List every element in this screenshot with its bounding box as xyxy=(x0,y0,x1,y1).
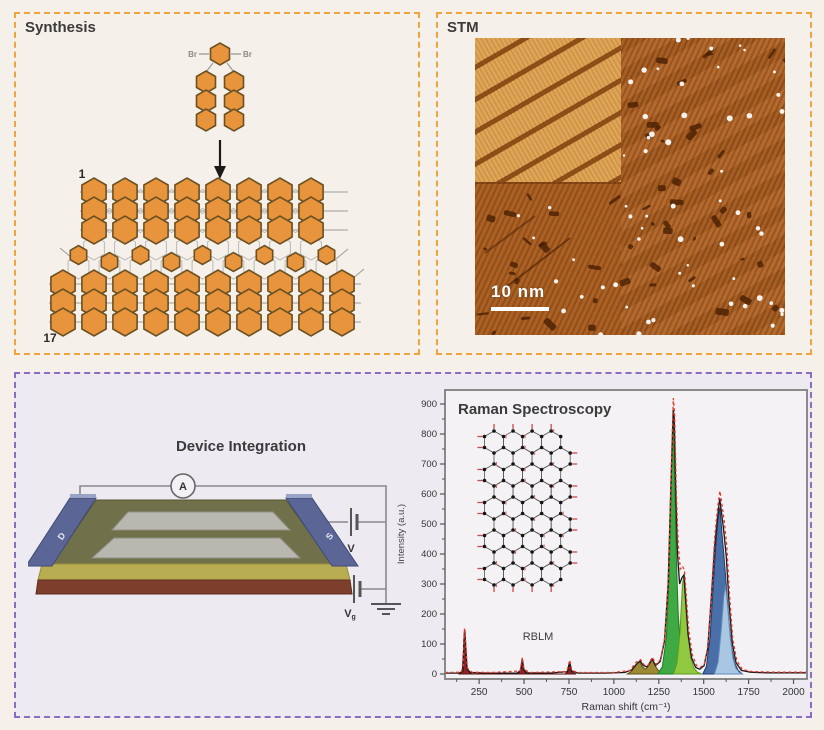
synthesis-panel: Synthesis Br Br 1 17 xyxy=(14,12,420,355)
svg-text:700: 700 xyxy=(421,459,437,470)
g-band-component xyxy=(702,507,744,675)
stm-terrace-region xyxy=(475,38,621,183)
device-raman-panel: Device Integration V Vg A D S 250 500 750 1000 1… xyxy=(14,372,812,718)
svg-text:1: 1 xyxy=(79,167,86,181)
device-schematic: V Vg A D S xyxy=(28,473,401,621)
stm-panel: STM 10 nm xyxy=(436,12,812,355)
svg-text:A: A xyxy=(179,481,187,493)
svg-text:Raman shift (cm⁻¹): Raman shift (cm⁻¹) xyxy=(582,701,671,713)
svg-text:300: 300 xyxy=(421,579,437,590)
svg-text:100: 100 xyxy=(421,639,437,650)
svg-text:17: 17 xyxy=(43,331,57,345)
svg-text:V: V xyxy=(347,543,355,555)
svg-text:Br: Br xyxy=(188,50,197,59)
svg-text:Raman Spectroscopy: Raman Spectroscopy xyxy=(458,401,612,418)
stm-speckle-overlay xyxy=(476,38,785,335)
g-band-shoulder-component xyxy=(713,585,743,675)
scale-bar: 10 nm xyxy=(491,282,549,311)
svg-text:0: 0 xyxy=(432,669,437,680)
svg-text:S: S xyxy=(324,531,336,542)
svg-text:500: 500 xyxy=(421,519,437,530)
svg-text:1250: 1250 xyxy=(648,687,671,698)
device-title: Device Integration xyxy=(175,438,307,455)
svg-text:2000: 2000 xyxy=(782,687,805,698)
svg-text:250: 250 xyxy=(471,687,488,698)
rblm-inset xyxy=(477,424,578,592)
svg-text:400: 400 xyxy=(421,549,437,560)
svg-text:1750: 1750 xyxy=(737,687,760,698)
svg-text:Intensity (a.u.): Intensity (a.u.) xyxy=(396,504,407,564)
svg-text:RBLM: RBLM xyxy=(523,631,554,643)
svg-text:500: 500 xyxy=(516,687,533,698)
stm-disordered-region xyxy=(620,38,785,335)
svg-text:Vg: Vg xyxy=(344,608,356,621)
total-fit xyxy=(444,397,807,674)
svg-text:900: 900 xyxy=(421,399,437,410)
synthesis-title: Synthesis xyxy=(25,19,96,36)
stm-title: STM xyxy=(447,19,479,36)
svg-text:800: 800 xyxy=(421,429,437,440)
raman-plot: 250 500 750 1000 1250 1500 1750 2000 0 100 200 300 4… xyxy=(396,389,808,713)
stm-image: 10 nm xyxy=(475,38,785,335)
synthesis-illustration: Br Br 1 17 xyxy=(43,42,365,345)
svg-text:1500: 1500 xyxy=(693,687,716,698)
svg-text:Br: Br xyxy=(243,50,252,59)
svg-text:1000: 1000 xyxy=(603,687,626,698)
svg-text:750: 750 xyxy=(561,687,578,698)
scale-bar-label: 10 nm xyxy=(491,282,546,301)
svg-text:200: 200 xyxy=(421,609,437,620)
svg-text:D: D xyxy=(56,530,68,541)
svg-text:600: 600 xyxy=(421,489,437,500)
scale-bar-line xyxy=(491,307,549,311)
